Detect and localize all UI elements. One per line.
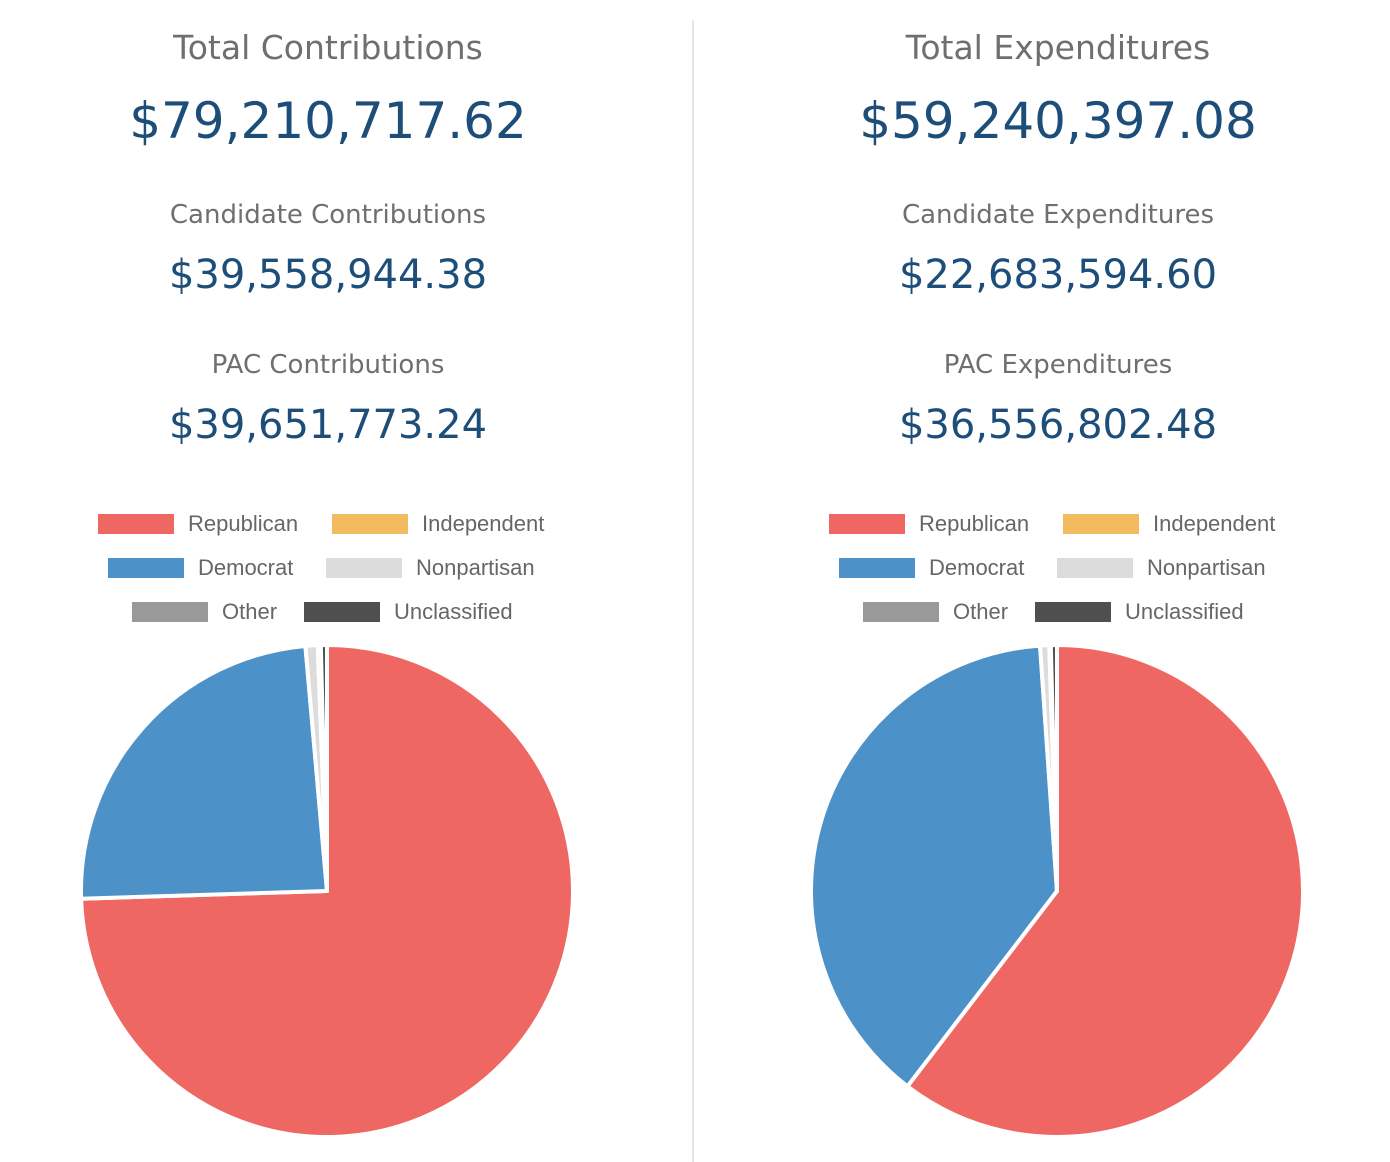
pac-contributions-title: PAC Contributions — [211, 350, 445, 380]
pie-slice-democrat[interactable] — [79, 643, 329, 901]
legend-label-nonpartisan: Nonpartisan — [416, 555, 535, 580]
contributions-panel: Total Contributions $79,210,717.62 Candi… — [0, 0, 656, 1162]
total-contributions-title: Total Contributions — [173, 28, 483, 67]
candidate-contributions-value: $39,558,944.38 — [168, 252, 488, 298]
pac-contributions-value: $39,651,773.24 — [168, 402, 488, 448]
legend-swatch-nonpartisan — [326, 558, 402, 578]
pie-slice-unclassified[interactable] — [318, 643, 329, 893]
pac-expenditures-value: $36,556,802.48 — [898, 402, 1218, 448]
expenditures-pie-chart — [809, 643, 1305, 1139]
pie-slice-democrat[interactable] — [809, 643, 1059, 1089]
legend-label-republican: Republican — [919, 511, 1030, 536]
legend-label-nonpartisan: Nonpartisan — [1147, 555, 1266, 580]
legend-item-independent[interactable]: Independent — [1063, 511, 1276, 536]
expenditures-panel: Total Expenditures $59,240,397.08 Candid… — [730, 0, 1386, 1162]
legend-label-other: Other — [222, 599, 278, 624]
legend-label-independent: Independent — [1153, 511, 1276, 536]
legend-item-democrat[interactable]: Democrat — [839, 555, 1025, 580]
total-expenditures-title: Total Expenditures — [905, 28, 1211, 67]
legend-item-other[interactable]: Other — [863, 599, 1009, 624]
legend-item-republican[interactable]: Republican — [98, 511, 299, 536]
legend-item-other[interactable]: Other — [132, 599, 278, 624]
panel-divider — [692, 20, 694, 1162]
legend-label-unclassified: Unclassified — [394, 599, 513, 624]
pac-expenditures-title: PAC Expenditures — [943, 350, 1173, 380]
pie-slice-republican[interactable] — [905, 643, 1305, 1139]
candidate-expenditures-title: Candidate Expenditures — [901, 200, 1215, 230]
legend-swatch-other — [132, 602, 208, 622]
legend-label-democrat: Democrat — [198, 555, 294, 580]
legend-item-nonpartisan[interactable]: Nonpartisan — [1057, 555, 1266, 580]
legend-label-other: Other — [953, 599, 1009, 624]
legend-swatch-unclassified — [1035, 602, 1111, 622]
legend-swatch-republican — [829, 514, 905, 534]
legend-swatch-unclassified — [304, 602, 380, 622]
legend-label-republican: Republican — [188, 511, 299, 536]
total-contributions-value: $79,210,717.62 — [129, 92, 527, 150]
legend-swatch-republican — [98, 514, 174, 534]
legend-swatch-democrat — [108, 558, 184, 578]
legend-item-republican[interactable]: Republican — [829, 511, 1030, 536]
legend-item-unclassified[interactable]: Unclassified — [1035, 599, 1244, 624]
legend-label-democrat: Democrat — [929, 555, 1025, 580]
candidate-contributions-title: Candidate Contributions — [169, 200, 487, 230]
legend-label-unclassified: Unclassified — [1125, 599, 1244, 624]
legend-swatch-other — [863, 602, 939, 622]
legend-item-unclassified[interactable]: Unclassified — [304, 599, 513, 624]
legend-swatch-independent — [1063, 514, 1139, 534]
legend-swatch-independent — [332, 514, 408, 534]
legend-swatch-nonpartisan — [1057, 558, 1133, 578]
legend-item-nonpartisan[interactable]: Nonpartisan — [326, 555, 535, 580]
total-expenditures-value: $59,240,397.08 — [859, 92, 1257, 150]
legend-label-independent: Independent — [422, 511, 545, 536]
legend-item-independent[interactable]: Independent — [332, 511, 545, 536]
legend-swatch-democrat — [839, 558, 915, 578]
pie-slice-unclassified[interactable] — [1048, 643, 1059, 893]
contributions-pie-chart — [79, 643, 575, 1139]
candidate-expenditures-value: $22,683,594.60 — [898, 252, 1218, 298]
legend-item-democrat[interactable]: Democrat — [108, 555, 294, 580]
